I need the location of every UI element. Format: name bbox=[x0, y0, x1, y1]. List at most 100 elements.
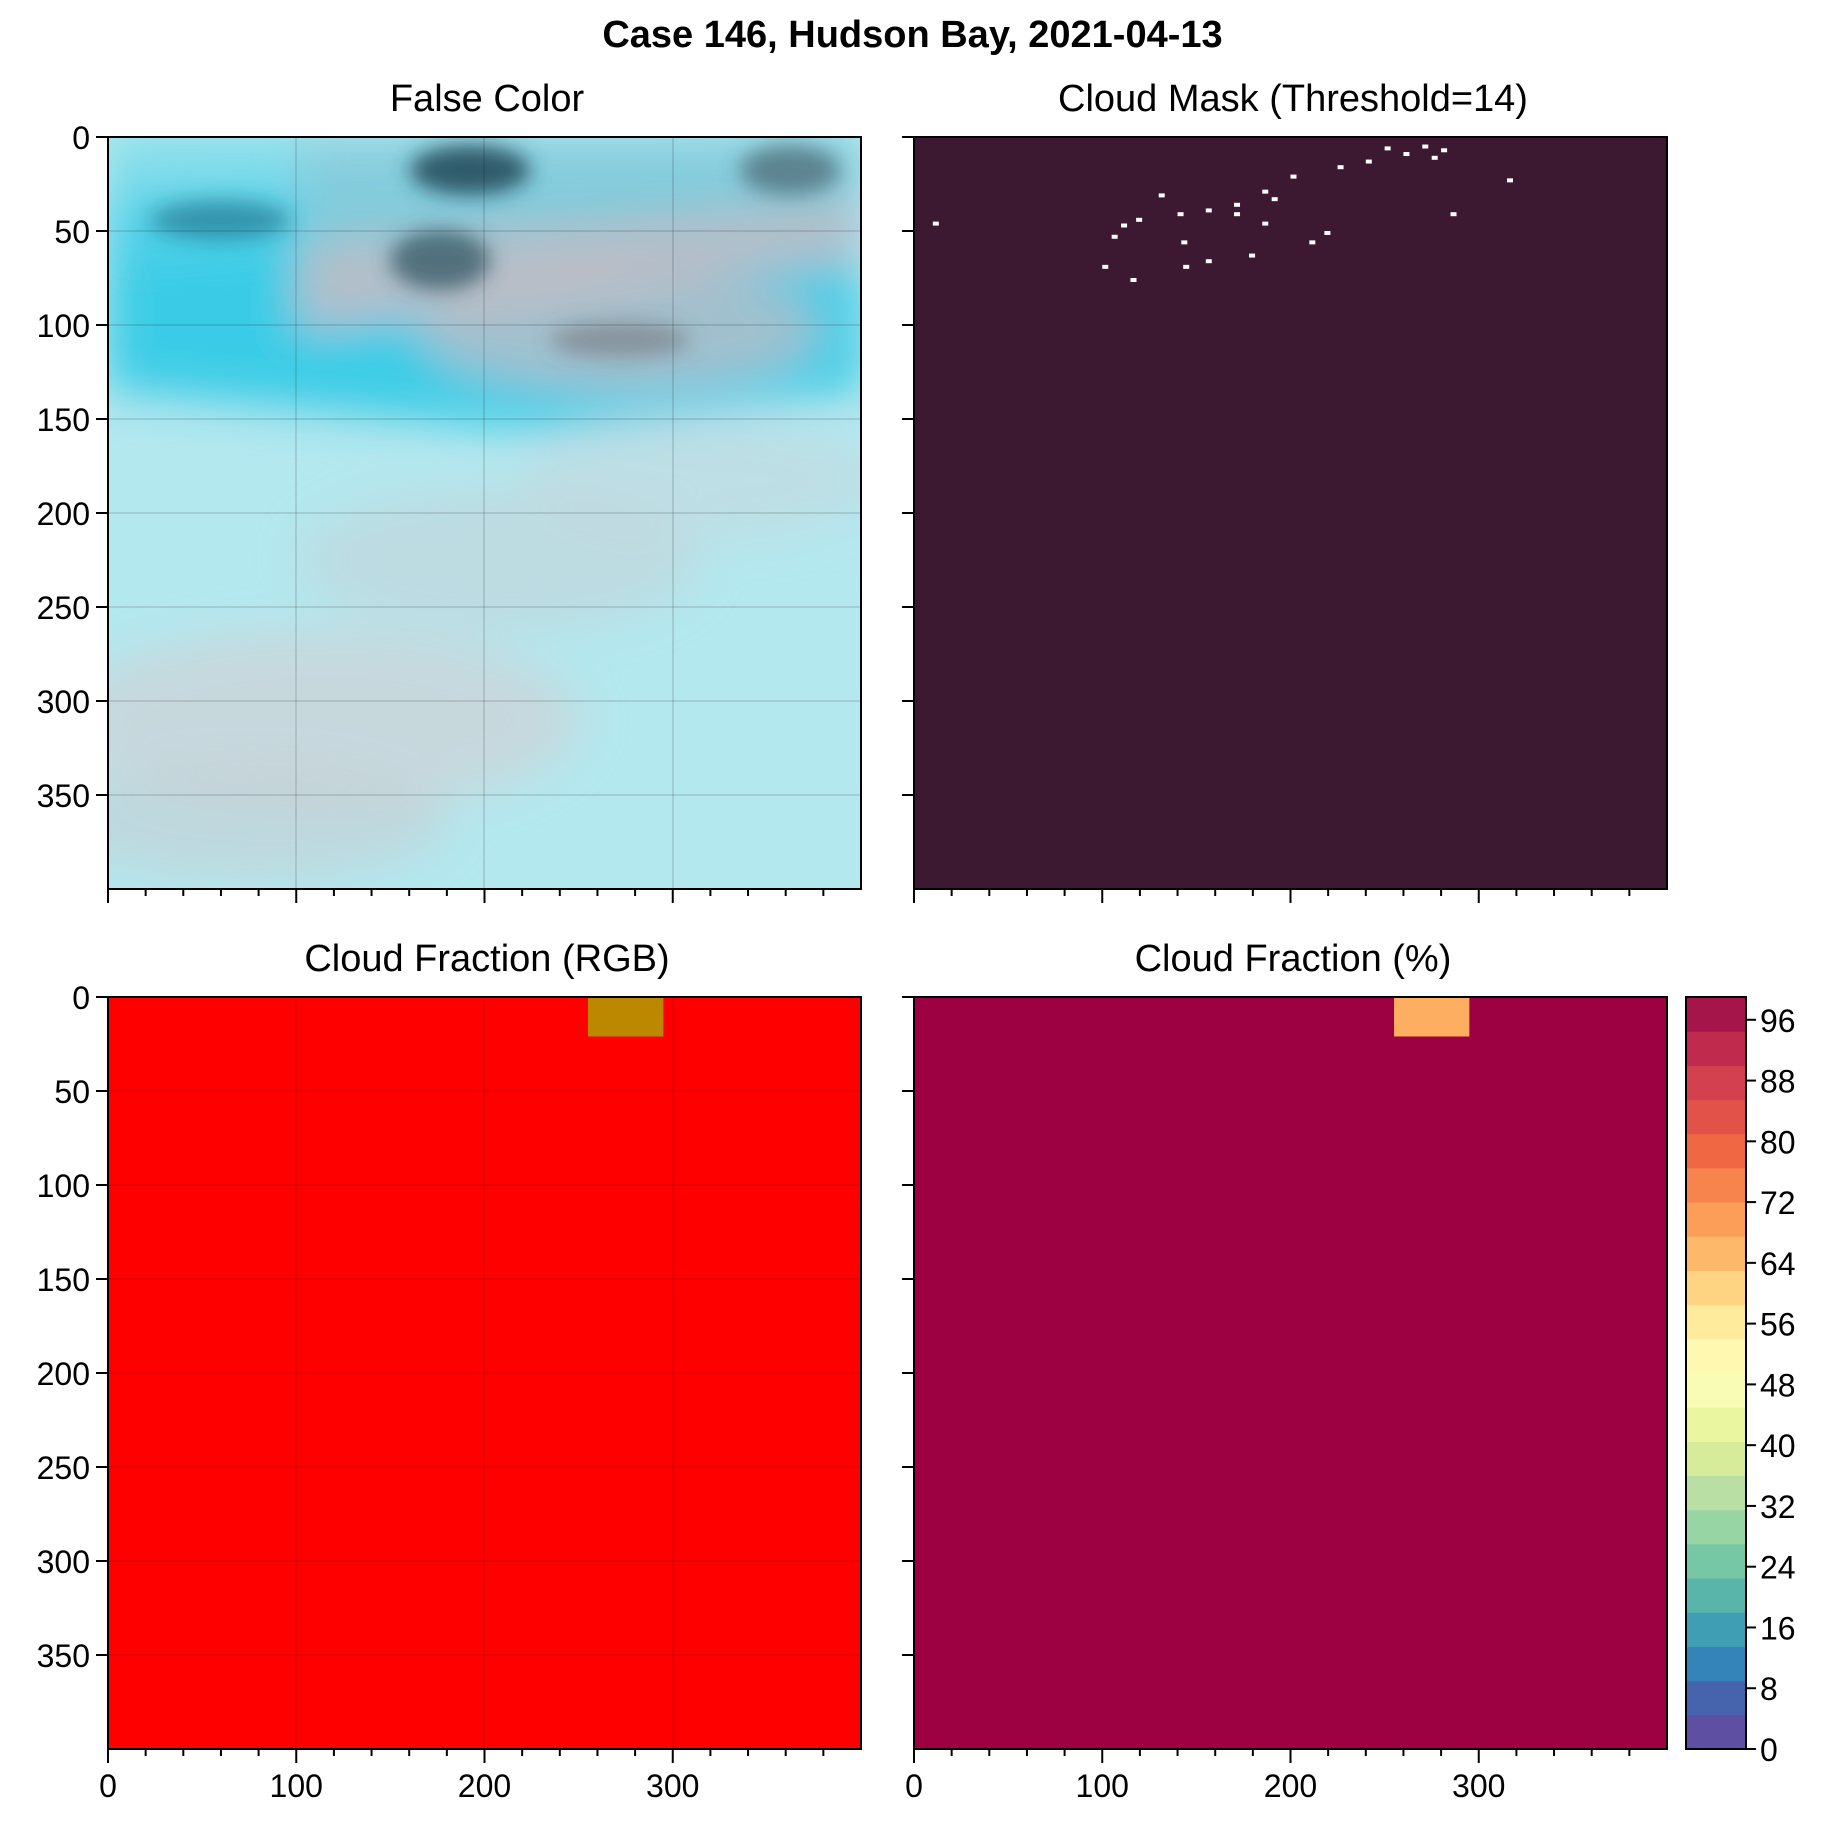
colorbar-segment bbox=[1686, 1202, 1746, 1237]
mask-cloud-pixel bbox=[1136, 217, 1143, 222]
mask-cloud-pixel bbox=[1181, 240, 1188, 245]
cloud-fraction-rgb-image bbox=[107, 996, 862, 1750]
colorbar-tick-label: 72 bbox=[1760, 1185, 1796, 1221]
y-tick-label: 100 bbox=[37, 1168, 90, 1204]
x-tick-label: 300 bbox=[646, 1768, 699, 1804]
pct-partial-cell bbox=[1394, 997, 1470, 1037]
mask-cloud-pixel bbox=[1205, 259, 1212, 264]
mask-cloud-pixel bbox=[1290, 174, 1297, 179]
colorbar-tick-label: 88 bbox=[1760, 1064, 1796, 1100]
mask-cloud-pixel bbox=[1121, 223, 1128, 228]
colorbar-segment bbox=[1686, 1270, 1746, 1306]
y-tick-label: 250 bbox=[37, 590, 90, 626]
colorbar-segment bbox=[1686, 1133, 1746, 1169]
mask-cloud-pixel bbox=[1249, 253, 1256, 258]
colorbar-segment bbox=[1686, 1543, 1746, 1579]
colorbar-tick-label: 32 bbox=[1760, 1489, 1796, 1525]
y-tick-label: 100 bbox=[37, 308, 90, 344]
mask-cloud-pixel bbox=[1177, 212, 1184, 217]
y-tick-label: 300 bbox=[37, 1544, 90, 1580]
colorbar-segment bbox=[1686, 1338, 1746, 1374]
y-tick-label: 0 bbox=[72, 980, 90, 1016]
colorbar-segment bbox=[1686, 997, 1746, 1032]
x-tick-label: 200 bbox=[458, 1768, 511, 1804]
x-tick-label: 0 bbox=[905, 1768, 923, 1804]
colorbar-segment bbox=[1686, 1065, 1746, 1101]
y-tick-label: 350 bbox=[37, 1638, 90, 1674]
mask-cloud-pixel bbox=[1431, 155, 1438, 160]
y-tick-label: 350 bbox=[37, 778, 90, 814]
colorbar-tick-label: 80 bbox=[1760, 1124, 1796, 1160]
mask-cloud-pixel bbox=[1205, 208, 1212, 213]
colorbar-tick-label: 16 bbox=[1760, 1610, 1796, 1646]
mask-cloud-pixel bbox=[1234, 212, 1241, 217]
x-tick-label: 300 bbox=[1452, 1768, 1505, 1804]
colorbar: 0 8 16 24 32 40 48 56 64 72 80 88 96 bbox=[1685, 996, 1796, 1768]
pct-background bbox=[914, 997, 1667, 1749]
colorbar-frame bbox=[1685, 996, 1747, 1750]
mask-cloud-pixel bbox=[1130, 278, 1137, 282]
colorbar-segment bbox=[1686, 1509, 1746, 1545]
y-tick-label: 300 bbox=[37, 684, 90, 720]
false-color-grid bbox=[108, 137, 861, 889]
mask-cloud-pixel bbox=[1102, 264, 1109, 269]
colorbar-segment bbox=[1686, 1714, 1746, 1750]
colorbar-tick-label: 56 bbox=[1760, 1307, 1796, 1343]
mask-cloud-pixel bbox=[1183, 264, 1190, 269]
mask-cloud-pixel bbox=[1403, 152, 1410, 157]
mask-cloud-pixel bbox=[1324, 231, 1331, 235]
mask-background bbox=[914, 137, 1667, 889]
mask-cloud-pixel bbox=[1506, 178, 1513, 183]
colorbar-tick-label: 24 bbox=[1760, 1550, 1796, 1586]
mask-cloud-pixel bbox=[1309, 240, 1316, 245]
mask-cloud-pixel bbox=[1365, 159, 1372, 164]
colorbar-segment bbox=[1686, 1373, 1746, 1408]
colorbar-tick-label: 96 bbox=[1760, 1003, 1796, 1039]
colorbar-segment bbox=[1686, 1441, 1746, 1477]
colorbar-tick-label: 8 bbox=[1760, 1671, 1778, 1707]
x-tick-label: 200 bbox=[1264, 1768, 1317, 1804]
colorbar-tick-label: 64 bbox=[1760, 1246, 1796, 1282]
mask-cloud-pixel bbox=[1441, 148, 1448, 153]
mask-cloud-pixel bbox=[1111, 234, 1118, 239]
y-tick-label: 150 bbox=[37, 1262, 90, 1298]
x-tick-label: 0 bbox=[99, 1768, 117, 1804]
rgb-partial-cell bbox=[588, 997, 664, 1037]
colorbar-segment bbox=[1686, 1612, 1746, 1647]
mask-cloud-pixel bbox=[1262, 221, 1269, 226]
y-tick-label: 200 bbox=[37, 1356, 90, 1392]
pct-cells bbox=[1394, 997, 1470, 1037]
mask-cloud-pixels bbox=[932, 144, 1513, 282]
rgb-cells bbox=[588, 997, 664, 1037]
colorbar-segment bbox=[1686, 1578, 1746, 1613]
mask-cloud-pixel bbox=[1337, 165, 1344, 170]
rgb-grid bbox=[108, 997, 861, 1749]
colorbar-segment bbox=[1686, 1236, 1746, 1271]
colorbar-segment bbox=[1686, 1304, 1746, 1340]
colorbar-segment bbox=[1686, 1680, 1746, 1716]
colorbar-tick-label: 0 bbox=[1760, 1732, 1778, 1768]
y-tick-label: 250 bbox=[37, 1450, 90, 1486]
false-color-image bbox=[107, 136, 862, 890]
mask-cloud-pixel bbox=[1422, 144, 1429, 149]
colorbar-segment bbox=[1686, 1475, 1746, 1511]
panel-title-cloud-fraction-rgb: Cloud Fraction (RGB) bbox=[304, 938, 670, 980]
dark-patches bbox=[150, 145, 840, 358]
y-tick-label: 0 bbox=[72, 120, 90, 156]
colorbar-segment bbox=[1686, 1646, 1746, 1682]
colorbar-segment bbox=[1686, 1099, 1746, 1135]
mask-cloud-pixel bbox=[1262, 189, 1269, 194]
cloud-mask-image bbox=[913, 136, 1668, 890]
y-tick-label: 50 bbox=[54, 214, 90, 250]
x-tick-label: 100 bbox=[270, 1768, 323, 1804]
y-tick-label: 50 bbox=[54, 1074, 90, 1110]
mask-cloud-pixel bbox=[1450, 212, 1457, 217]
y-tick-label: 200 bbox=[37, 496, 90, 532]
mask-cloud-pixel bbox=[932, 221, 939, 226]
y-tick-label: 150 bbox=[37, 402, 90, 438]
panel-title-cloud-mask: Cloud Mask (Threshold=14) bbox=[1058, 78, 1528, 120]
colorbar-tick-label: 40 bbox=[1760, 1428, 1796, 1464]
x-tick-label: 100 bbox=[1076, 1768, 1129, 1804]
colorbar-segment bbox=[1686, 1031, 1746, 1066]
colorbar-segment bbox=[1686, 1167, 1746, 1203]
